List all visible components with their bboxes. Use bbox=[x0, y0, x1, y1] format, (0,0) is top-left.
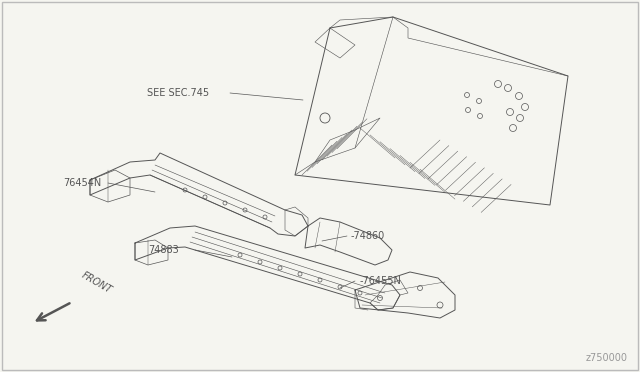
Text: SEE SEC.745: SEE SEC.745 bbox=[147, 88, 209, 98]
Text: -74860: -74860 bbox=[351, 231, 385, 241]
Text: 74883: 74883 bbox=[148, 245, 179, 255]
Text: 76454N: 76454N bbox=[63, 178, 101, 188]
Text: -76455N: -76455N bbox=[360, 276, 402, 286]
Text: z750000: z750000 bbox=[586, 353, 628, 363]
Text: FRONT: FRONT bbox=[80, 270, 114, 295]
